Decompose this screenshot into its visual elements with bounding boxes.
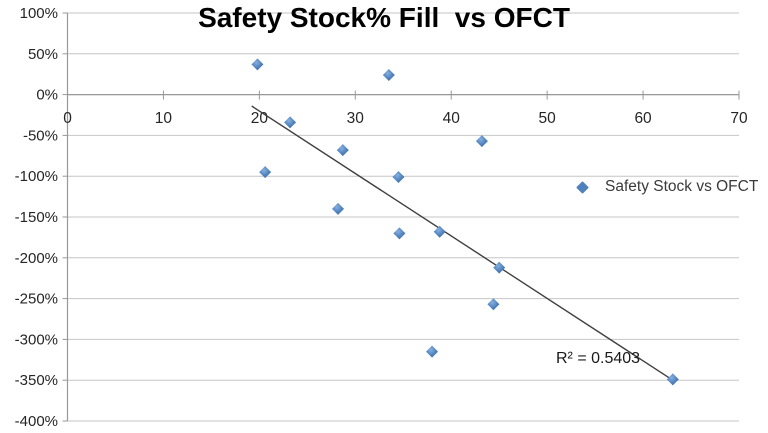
data-point <box>433 225 446 238</box>
x-tick-label: 0 <box>63 110 72 127</box>
data-point <box>382 69 395 82</box>
x-tick-label: 30 <box>347 110 365 127</box>
x-tick-label: 10 <box>155 110 173 127</box>
data-point <box>259 166 272 179</box>
data-point <box>251 58 264 71</box>
r-squared-annotation: R² = 0.5403 <box>556 350 641 367</box>
x-tick-label: 70 <box>730 110 748 127</box>
y-tick-label: 0% <box>36 87 58 104</box>
y-tick-label: 50% <box>28 46 58 63</box>
y-tick-label: -300% <box>15 331 58 348</box>
y-tick-label: 100% <box>20 5 58 22</box>
data-point <box>392 171 405 184</box>
data-point <box>393 227 406 240</box>
y-tick-label: -100% <box>15 168 58 185</box>
x-tick-label: 60 <box>634 110 652 127</box>
data-point <box>336 144 349 157</box>
data-point <box>493 261 506 274</box>
chart-title: Safety Stock% Fill vs OFCT <box>198 2 570 33</box>
trendline <box>251 105 674 381</box>
data-point <box>666 373 679 386</box>
x-tick-label: 20 <box>251 110 269 127</box>
y-tick-label: -350% <box>15 372 58 389</box>
y-tick-label: -200% <box>15 250 58 267</box>
x-tick-label: 40 <box>443 110 461 127</box>
data-point <box>475 135 488 148</box>
y-tick-label: -400% <box>15 413 58 430</box>
y-tick-label: -150% <box>15 209 58 226</box>
diamond-marker-icon <box>576 180 589 194</box>
legend: Safety Stock vs OFCT <box>576 177 759 197</box>
y-tick-label: -50% <box>23 127 58 144</box>
x-tick-label: 50 <box>539 110 557 127</box>
data-point <box>284 116 297 129</box>
data-point <box>426 345 439 358</box>
legend-label: Safety Stock vs OFCT <box>605 178 759 195</box>
data-point <box>487 298 500 311</box>
data-point <box>332 202 345 215</box>
y-tick-label: -250% <box>15 291 58 308</box>
